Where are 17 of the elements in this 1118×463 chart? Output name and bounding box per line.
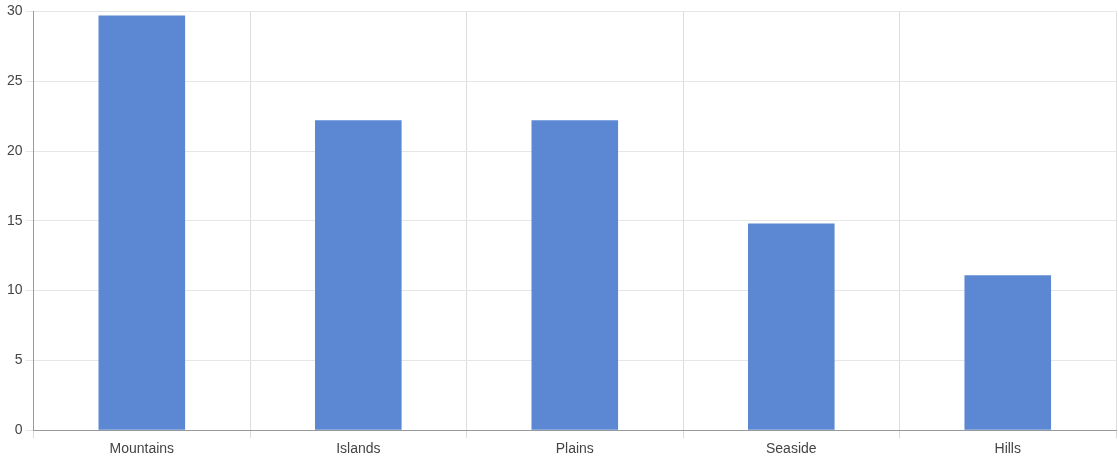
y-tick-label: 25 <box>6 72 23 89</box>
bar <box>98 15 186 430</box>
x-tick-label: Islands <box>336 440 381 457</box>
x-tick-label: Plains <box>555 440 594 457</box>
y-tick-label: 10 <box>6 281 23 298</box>
bar <box>531 120 619 430</box>
x-tick-label: Mountains <box>109 440 175 457</box>
x-tick-label: Hills <box>994 440 1021 457</box>
bar <box>964 275 1052 430</box>
bar <box>315 120 402 430</box>
y-tick-label: 5 <box>14 351 23 368</box>
y-tick-label: 20 <box>6 141 23 158</box>
bar <box>747 223 835 430</box>
y-tick-label: 15 <box>6 211 23 228</box>
y-tick-label: 0 <box>14 421 23 438</box>
y-tick-label: 30 <box>6 2 23 19</box>
x-tick-label: Seaside <box>765 440 817 457</box>
